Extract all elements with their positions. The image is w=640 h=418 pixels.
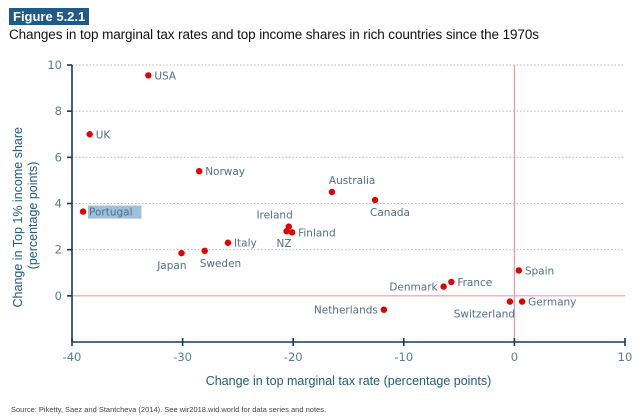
point-label-canada: Canada [370, 207, 410, 219]
x-tick-label: -10 [394, 350, 413, 364]
point-label-netherlands: Netherlands [314, 305, 378, 317]
point-label-portugal: Portugal [89, 207, 133, 219]
data-point-norway [195, 167, 203, 175]
data-point-spain [515, 267, 523, 274]
source-note: Source: Piketty, Saez and Stantcheva (20… [11, 405, 327, 414]
point-label-norway: Norway [205, 166, 245, 178]
point-label-australia: Australia [329, 175, 375, 187]
point-label-denmark: Denmark [389, 282, 438, 294]
data-point-sweden [201, 247, 208, 255]
y-axis-title-line-1: Change in Top 1% income share [11, 127, 25, 307]
label-highlight [88, 205, 142, 219]
y-tick-label: 6 [55, 150, 62, 164]
data-point-germany [518, 298, 526, 305]
point-labels: USA UK Norway Portugal Japan Sweden Italy Irela… [88, 70, 576, 321]
data-points [79, 72, 526, 313]
y-tick-label: 4 [55, 197, 62, 211]
data-point-australia [328, 188, 336, 196]
gridlines [72, 64, 625, 251]
data-point-japan [178, 249, 185, 257]
y-tick-label: 10 [47, 58, 62, 72]
point-label-france: France [457, 277, 492, 289]
point-label-germany: Germany [528, 297, 576, 309]
data-point-nz [283, 228, 290, 235]
point-label-switzerland: Switzerland [454, 309, 515, 321]
point-label-ireland: Ireland [256, 210, 292, 222]
reference-lines [72, 65, 625, 342]
figure-title: Changes in top marginal tax rates and to… [9, 27, 539, 42]
point-label-spain: Spain [525, 265, 554, 277]
y-axis-title-line-2: (percentage points) [26, 162, 40, 270]
data-point-portugal [79, 208, 87, 215]
data-point-italy [224, 239, 232, 246]
point-label-nz: NZ [277, 238, 292, 250]
data-point-switzerland [506, 298, 514, 305]
data-point-usa [145, 72, 152, 79]
y-axis-title: Change in Top 1% income share (percentag… [11, 124, 40, 308]
axes [67, 64, 626, 346]
data-point-denmark [440, 283, 447, 290]
data-point-netherlands [380, 306, 388, 313]
y-tick-label: 0 [55, 289, 62, 303]
point-label-uk: UK [96, 129, 112, 141]
point-label-finland: Finland [298, 227, 336, 239]
x-axis-title: Change in top marginal tax rate (percent… [206, 374, 492, 388]
x-tick-label: 10 [618, 350, 633, 364]
tick-labels: 0 2 4 6 8 10 -40 -30 -20 -10 0 10 [47, 58, 632, 364]
data-point-france [448, 278, 455, 286]
point-label-sweden: Sweden [200, 258, 242, 270]
data-point-uk [86, 131, 93, 138]
data-point-finland [288, 229, 296, 236]
x-tick-label: 0 [511, 350, 518, 364]
point-label-japan: Japan [156, 260, 186, 272]
point-label-usa: USA [154, 70, 177, 82]
x-tick-label: -30 [173, 350, 192, 364]
x-tick-label: -20 [284, 350, 303, 364]
x-tick-label: -40 [63, 350, 82, 364]
y-tick-label: 8 [55, 104, 62, 118]
point-label-italy: Italy [234, 238, 257, 250]
figure-label: Figure 5.2.1 [9, 8, 90, 25]
y-tick-label: 2 [55, 243, 62, 257]
data-point-canada [371, 196, 379, 204]
